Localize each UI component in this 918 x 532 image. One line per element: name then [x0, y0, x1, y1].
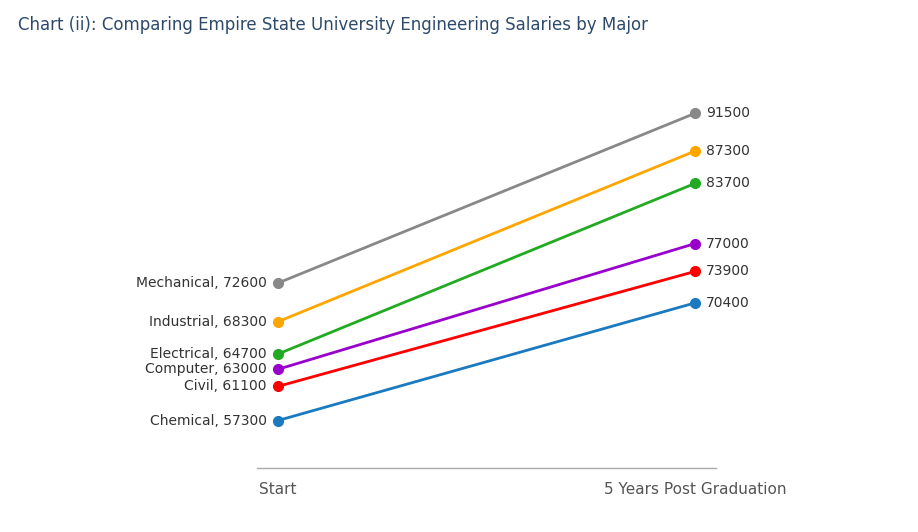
Text: 87300: 87300 — [706, 144, 750, 158]
Text: Industrial, 68300: Industrial, 68300 — [149, 315, 267, 329]
Text: 83700: 83700 — [706, 176, 750, 190]
Text: Computer, 63000: Computer, 63000 — [145, 362, 267, 376]
Text: Chemical, 57300: Chemical, 57300 — [150, 413, 267, 428]
Text: 91500: 91500 — [706, 106, 750, 120]
Text: 73900: 73900 — [706, 264, 750, 278]
Text: 70400: 70400 — [706, 296, 750, 310]
Text: Chart (ii): Comparing Empire State University Engineering Salaries by Major: Chart (ii): Comparing Empire State Unive… — [18, 16, 648, 34]
Text: Electrical, 64700: Electrical, 64700 — [151, 347, 267, 361]
Text: 77000: 77000 — [706, 237, 750, 251]
Text: Civil, 61100: Civil, 61100 — [185, 379, 267, 393]
Text: Mechanical, 72600: Mechanical, 72600 — [136, 276, 267, 290]
